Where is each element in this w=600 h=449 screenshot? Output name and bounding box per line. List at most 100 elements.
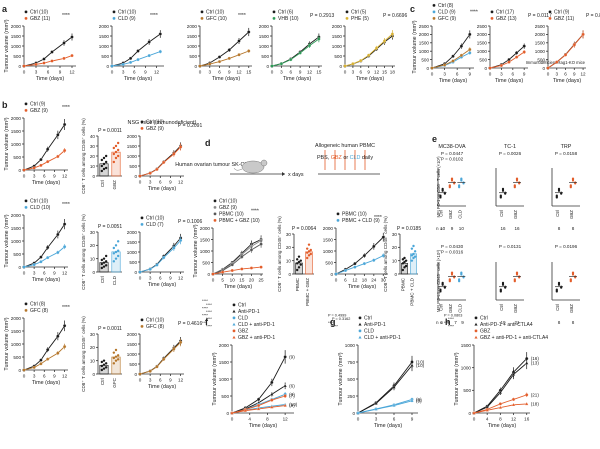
- data-point: [56, 334, 60, 338]
- y-tick-label: 2500: [535, 24, 546, 29]
- data-point: [256, 403, 261, 408]
- data-point: [296, 268, 299, 272]
- data-point: [116, 358, 120, 361]
- panel-e-column-title: TC-1: [504, 144, 516, 150]
- data-point: [227, 56, 231, 61]
- series-line: [357, 400, 413, 414]
- x-tick-label: 0: [139, 276, 142, 281]
- data-point: [116, 141, 120, 145]
- data-point: [298, 51, 302, 55]
- chart-b1s: 0 10 20 30 40 CD8⁺ T cells among CD45⁺ cells …: [81, 118, 122, 194]
- legend-marker: [24, 302, 28, 306]
- series-line: [23, 124, 65, 171]
- data-point: [114, 150, 118, 154]
- y-tick-label: 500: [221, 394, 229, 399]
- data-point: [306, 247, 309, 250]
- x-tick-label: 12: [62, 374, 68, 379]
- chart-h1: h 0 500 1000 1500 0 4 8 12 16 Time (days) Tumour vo…: [444, 314, 548, 429]
- legend-label: GBZ: [238, 329, 248, 335]
- series-line: [23, 346, 65, 371]
- x-tick-label: 3: [500, 72, 503, 77]
- legend-label: Ctrl (10): [146, 318, 164, 324]
- legend-marker: [336, 212, 340, 216]
- x-tick-label: 6: [393, 417, 396, 422]
- data-point: [507, 60, 511, 64]
- stat-label: ****: [202, 314, 208, 318]
- schematic-left-title: Human ovarian tumour SK-OV-3: [175, 162, 253, 168]
- y-tick-label: 1000: [219, 377, 230, 382]
- legend-marker: [24, 205, 28, 209]
- y-tick-label: 2000: [127, 134, 138, 139]
- stat-label: P = 0.0051: [98, 224, 122, 230]
- data-point: [102, 359, 106, 362]
- y-tick-label: 500: [347, 377, 355, 382]
- panel-letter-e: e: [432, 134, 437, 144]
- x-tick-label: 0: [23, 174, 26, 179]
- data-point: [270, 64, 274, 68]
- end-label: (9): [416, 397, 422, 402]
- series-ctrl-10-: [22, 218, 67, 269]
- n-value: 9: [461, 320, 464, 325]
- data-point: [247, 30, 251, 34]
- category-label: GBZ: [112, 180, 117, 190]
- data-point: [351, 62, 355, 66]
- data-point: [392, 385, 396, 389]
- y-tick-label: 500: [13, 155, 21, 160]
- data-point: [283, 383, 287, 388]
- series-line: [139, 237, 181, 273]
- data-point: [306, 256, 309, 260]
- legend-marker: [358, 322, 362, 326]
- x-tick-label: 0: [199, 70, 202, 75]
- data-point: [100, 360, 104, 364]
- y-tick-label: 0: [542, 66, 545, 71]
- data-point: [39, 163, 43, 167]
- y-tick-label: 1500: [187, 34, 198, 39]
- x-axis-label: Time (days): [36, 76, 64, 82]
- x-tick-label: 3: [352, 70, 355, 75]
- n-value: 10: [440, 226, 446, 231]
- data-point: [46, 160, 50, 164]
- y-tick-label: 1500: [127, 240, 138, 245]
- legend-marker: [232, 309, 236, 313]
- stat-label: ****: [202, 299, 208, 303]
- data-point: [439, 288, 442, 291]
- y-tick-label: 1000: [127, 250, 138, 255]
- data-point: [179, 238, 183, 242]
- x-tick-label: 6: [159, 180, 162, 185]
- data-point: [136, 49, 140, 53]
- legend: Ctrl (10)GFC (8): [140, 318, 164, 330]
- data-point: [410, 254, 414, 257]
- data-point: [112, 252, 116, 255]
- x-tick-label: 10: [230, 278, 236, 283]
- legend-label: Ctrl (5): [351, 10, 367, 16]
- legend-label: Ctrl (10): [206, 10, 224, 16]
- end-label: (6): [289, 383, 295, 388]
- stat-label: ****: [448, 317, 454, 321]
- series-line: [344, 33, 393, 67]
- y-tick-label: 1000: [11, 342, 22, 347]
- n-value: 8: [558, 320, 561, 325]
- data-point: [413, 255, 417, 258]
- x-tick-label: 0: [231, 417, 234, 422]
- series-ctrl-5-: [343, 32, 394, 68]
- legend-marker: [432, 16, 436, 20]
- y-tick-label: 1500: [11, 226, 22, 231]
- data-point: [22, 64, 26, 68]
- data-point: [410, 247, 414, 250]
- x-tick-label: 9: [144, 70, 147, 75]
- stat-label: ****: [206, 324, 212, 328]
- stat-label: P = 0.0011: [98, 326, 122, 332]
- data-point: [307, 254, 311, 257]
- y-axis-label: CD8⁺ T cells among CD45⁺ cells (%): [383, 216, 388, 292]
- x-axis-label: Time (days): [148, 282, 176, 288]
- x-tick-label: 12: [178, 276, 184, 281]
- x-tick-label: 15: [316, 70, 322, 75]
- data-point: [297, 266, 301, 269]
- data-point: [138, 372, 142, 376]
- y-tick-label: 1500: [11, 129, 22, 134]
- data-point: [46, 245, 50, 250]
